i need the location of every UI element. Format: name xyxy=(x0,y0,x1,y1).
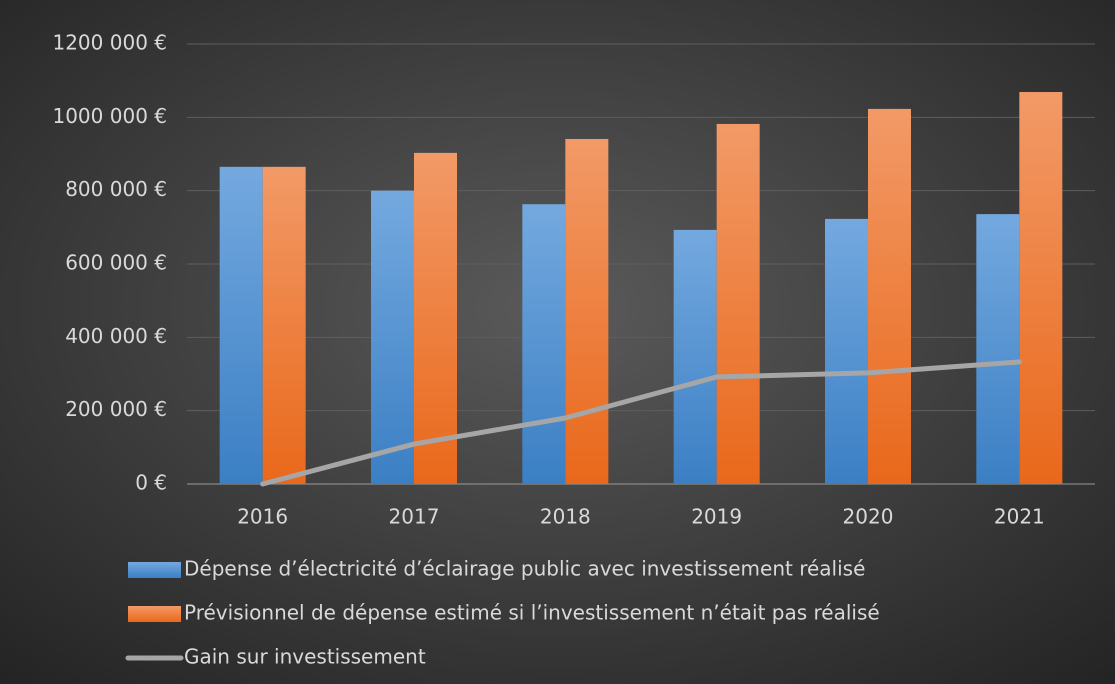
bar xyxy=(565,138,609,484)
y-tick-label: 1000 000 € xyxy=(52,104,167,128)
bar xyxy=(868,108,911,485)
bar xyxy=(976,214,1020,484)
bar xyxy=(825,218,868,484)
legend-swatch xyxy=(128,606,181,622)
bar xyxy=(673,229,717,484)
legend-label: Dépense d’électricité d’éclairage public… xyxy=(184,557,865,581)
legend-swatch xyxy=(128,562,181,578)
x-tick-label: 2017 xyxy=(389,505,440,529)
bar xyxy=(262,166,306,485)
bar xyxy=(1019,92,1063,485)
x-tick-label: 2021 xyxy=(994,505,1045,529)
bar xyxy=(414,152,457,484)
x-tick-label: 2016 xyxy=(237,505,288,529)
legend-label: Prévisionnel de dépense estimé si l’inve… xyxy=(184,601,880,625)
legend-label: Gain sur investissement xyxy=(184,645,426,669)
bar xyxy=(716,123,760,484)
x-tick-label: 2018 xyxy=(540,505,591,529)
bar xyxy=(219,166,263,485)
y-tick-label: 200 000 € xyxy=(65,397,167,421)
line xyxy=(260,359,1022,487)
y-tick-label: 400 000 € xyxy=(65,324,167,348)
y-tick-label: 1200 000 € xyxy=(52,31,167,55)
bar xyxy=(522,204,566,484)
x-tick-label: 2019 xyxy=(691,505,742,529)
y-tick-label: 800 000 € xyxy=(65,177,167,201)
y-tick-label: 0 € xyxy=(135,471,167,495)
bar xyxy=(371,190,414,484)
x-tick-label: 2020 xyxy=(843,505,894,529)
y-tick-label: 600 000 € xyxy=(65,251,167,275)
